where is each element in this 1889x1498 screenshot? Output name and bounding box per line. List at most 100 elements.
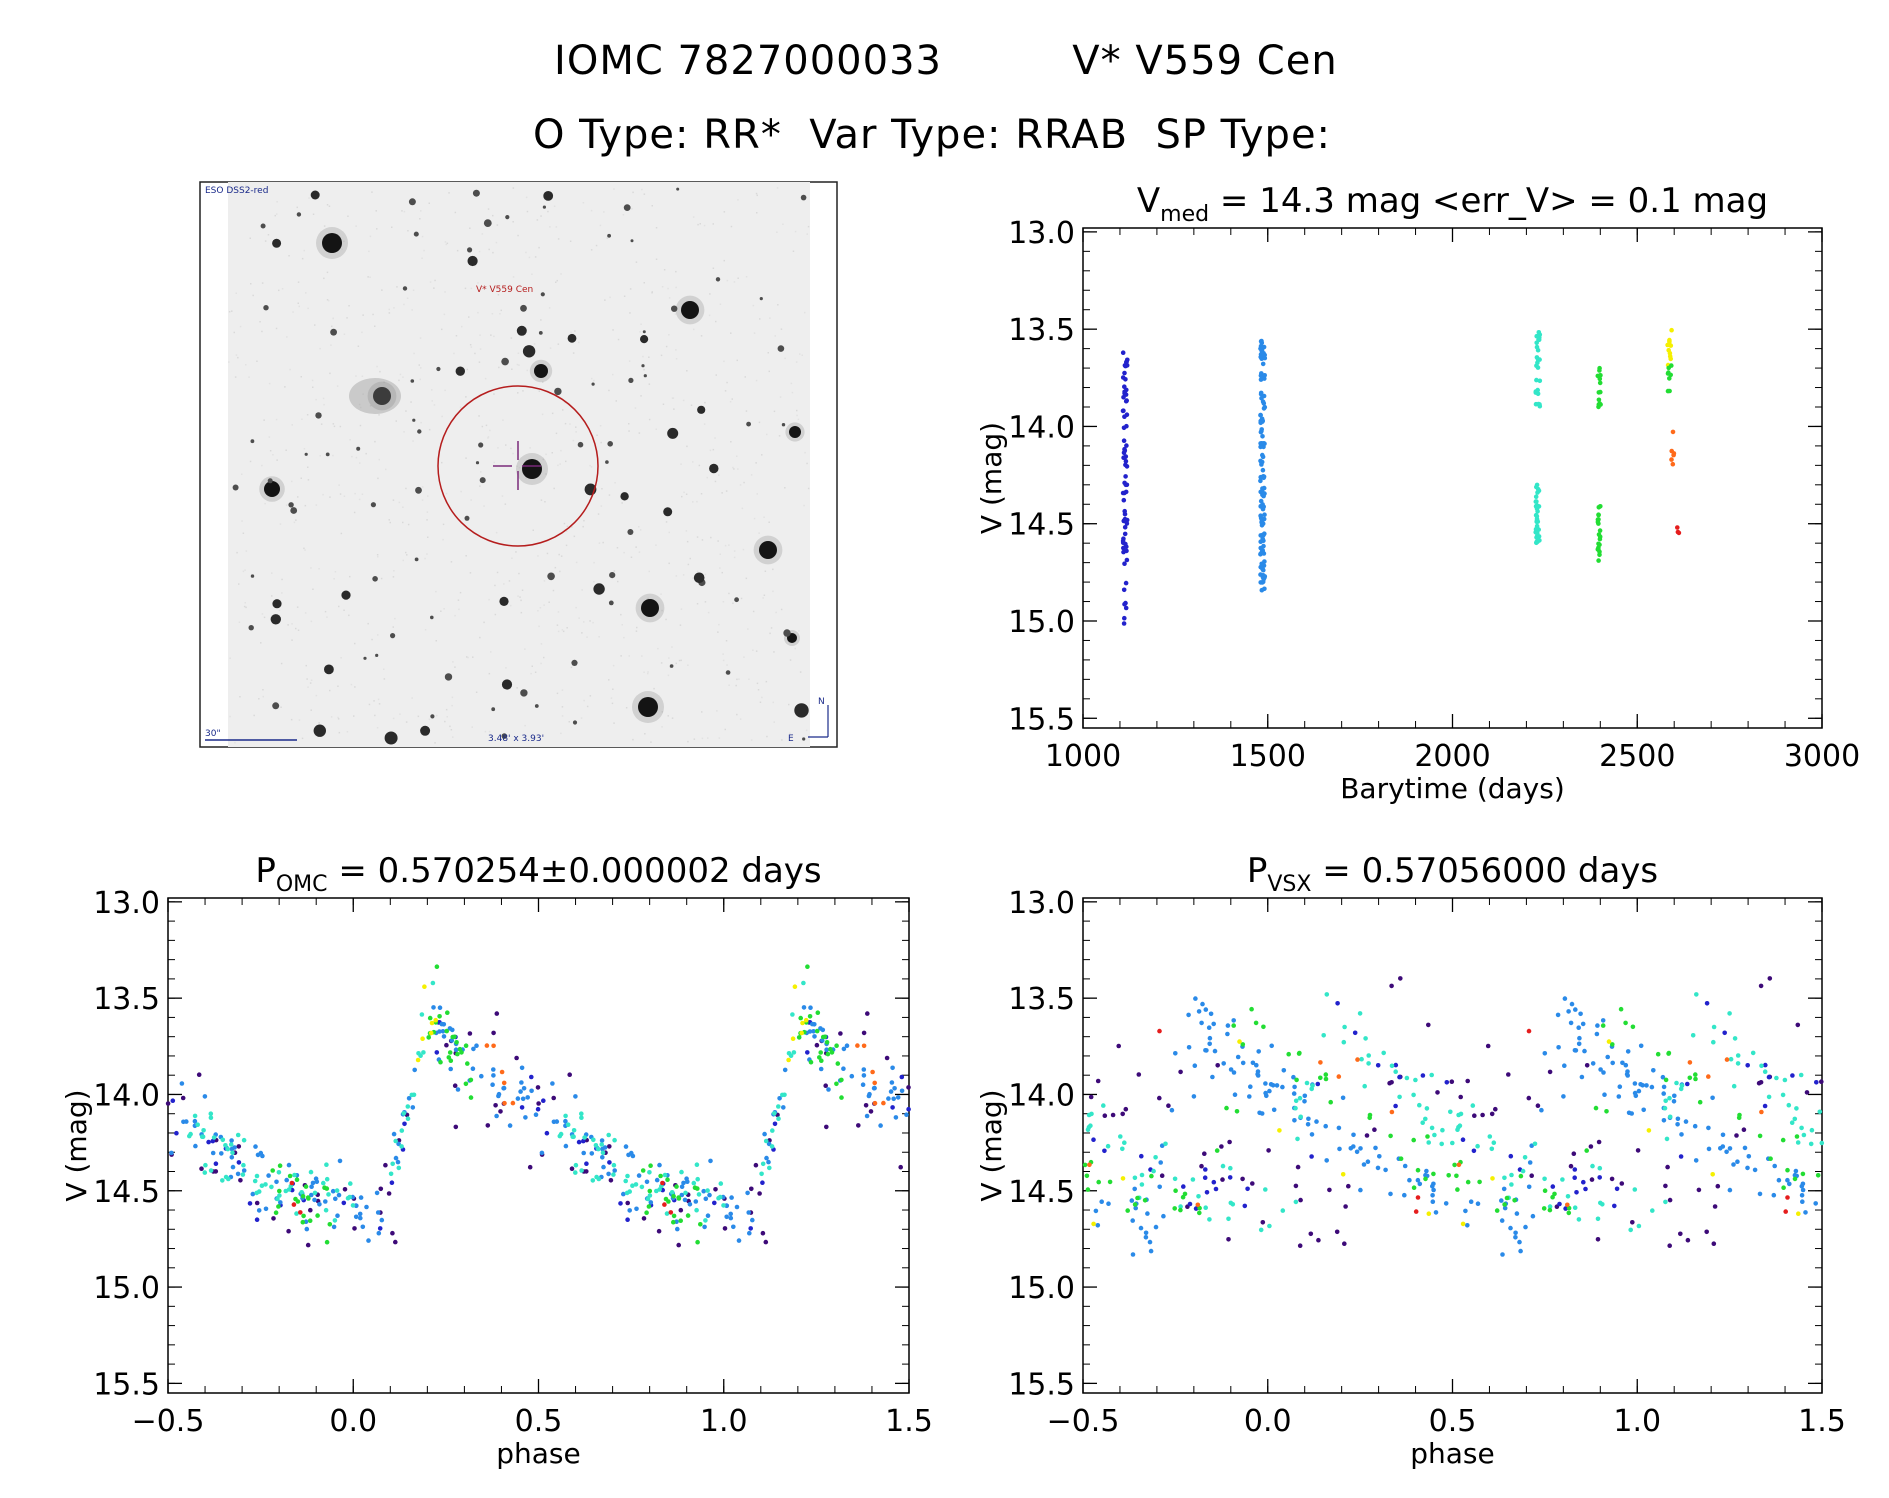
data-point: [1450, 1140, 1455, 1146]
star: [260, 223, 266, 229]
sky-noise-pixel: [493, 393, 495, 395]
data-point: [683, 1190, 688, 1196]
data-point: [544, 1130, 550, 1136]
sky-noise-pixel: [350, 683, 353, 686]
data-point: [584, 1169, 589, 1174]
sky-noise-pixel: [305, 664, 307, 667]
data-point: [1819, 1140, 1825, 1146]
data-point: [206, 1139, 211, 1145]
sky-noise-pixel: [685, 493, 688, 495]
data-point: [1337, 1146, 1342, 1152]
data-point: [1297, 1243, 1303, 1248]
sky-noise-pixel: [799, 671, 802, 673]
star: [250, 439, 255, 444]
sky-noise-pixel: [458, 608, 460, 611]
data-point: [825, 1051, 831, 1057]
data-point: [1501, 1186, 1507, 1192]
data-point: [724, 1214, 729, 1220]
data-point: [188, 1131, 193, 1137]
data-point: [1535, 360, 1540, 366]
data-point: [1173, 1188, 1178, 1193]
sky-noise-pixel: [784, 357, 786, 360]
sky-noise-pixel: [515, 551, 517, 553]
y-tick-label: 14.0: [1008, 1078, 1075, 1113]
data-point: [1547, 1207, 1553, 1213]
data-point: [904, 1112, 909, 1117]
sky-noise-pixel: [333, 425, 336, 428]
sky-noise-pixel: [303, 547, 305, 550]
image-survey-label: ESO DSS2-red: [205, 186, 268, 196]
sky-noise-pixel: [549, 226, 551, 228]
data-point: [1663, 1199, 1668, 1205]
data-point: [1323, 1076, 1329, 1082]
sky-noise-pixel: [499, 313, 501, 315]
sky-noise-pixel: [488, 672, 491, 675]
data-point: [734, 1204, 740, 1210]
data-point: [1598, 402, 1603, 407]
data-point: [1471, 1148, 1477, 1154]
sky-noise-pixel: [778, 435, 781, 437]
data-point: [335, 1213, 340, 1218]
data-point: [1281, 1068, 1287, 1073]
data-point: [1234, 1109, 1240, 1114]
sky-noise-pixel: [244, 569, 246, 571]
data-point: [1443, 1201, 1449, 1206]
data-point: [676, 1242, 681, 1248]
sky-noise-pixel: [748, 678, 750, 680]
sky-noise-pixel: [557, 238, 560, 240]
sky-noise-pixel: [495, 531, 498, 534]
sky-noise-pixel: [396, 286, 398, 288]
sky-noise-pixel: [339, 493, 342, 495]
data-point: [679, 1192, 685, 1198]
sky-noise-pixel: [378, 458, 380, 461]
sky-noise-pixel: [730, 441, 732, 443]
chart-title-subscript: OMC: [276, 872, 328, 897]
sky-noise-pixel: [608, 389, 610, 392]
data-point: [1620, 1060, 1625, 1066]
data-point: [519, 1065, 525, 1071]
data-point: [1687, 1075, 1693, 1081]
data-point: [861, 1043, 867, 1049]
star: [304, 452, 308, 456]
sky-noise-pixel: [484, 377, 487, 380]
data-point: [1674, 1080, 1679, 1086]
data-point: [1143, 1230, 1149, 1236]
star: [341, 590, 351, 600]
data-point: [1758, 983, 1764, 989]
data-point: [694, 1162, 700, 1167]
data-point: [1565, 1202, 1570, 1208]
sky-noise-pixel: [553, 205, 556, 207]
sky-noise-pixel: [478, 415, 480, 417]
sky-noise-pixel: [692, 577, 694, 580]
data-point: [1601, 1070, 1606, 1075]
data-point: [1597, 528, 1603, 533]
data-point: [203, 1162, 208, 1168]
sky-noise-pixel: [556, 624, 559, 626]
data-point: [1116, 1043, 1121, 1049]
sky-noise-pixel: [423, 249, 425, 252]
sky-noise-pixel: [580, 717, 583, 719]
data-point: [376, 1230, 382, 1236]
data-point: [1341, 1039, 1347, 1045]
data-point: [1597, 552, 1602, 558]
data-point: [772, 1111, 777, 1116]
data-point: [1808, 1141, 1814, 1147]
data-point: [841, 1046, 847, 1052]
sky-noise-pixel: [714, 437, 716, 439]
sky-noise-pixel: [460, 490, 462, 493]
data-point: [1595, 1237, 1601, 1242]
sky-noise-pixel: [687, 740, 689, 743]
sky-noise-pixel: [586, 705, 589, 708]
sky-noise-pixel: [559, 463, 561, 465]
data-point: [1697, 1099, 1703, 1105]
data-point: [676, 1196, 682, 1201]
sky-noise-pixel: [675, 270, 677, 273]
sky-noise-pixel: [667, 715, 669, 717]
sky-noise-pixel: [269, 450, 272, 452]
star: [547, 572, 555, 581]
data-point: [606, 1171, 611, 1177]
sky-noise-pixel: [505, 667, 507, 669]
sky-noise-pixel: [271, 595, 273, 597]
sky-noise-pixel: [256, 360, 258, 362]
sky-noise-pixel: [526, 210, 529, 213]
